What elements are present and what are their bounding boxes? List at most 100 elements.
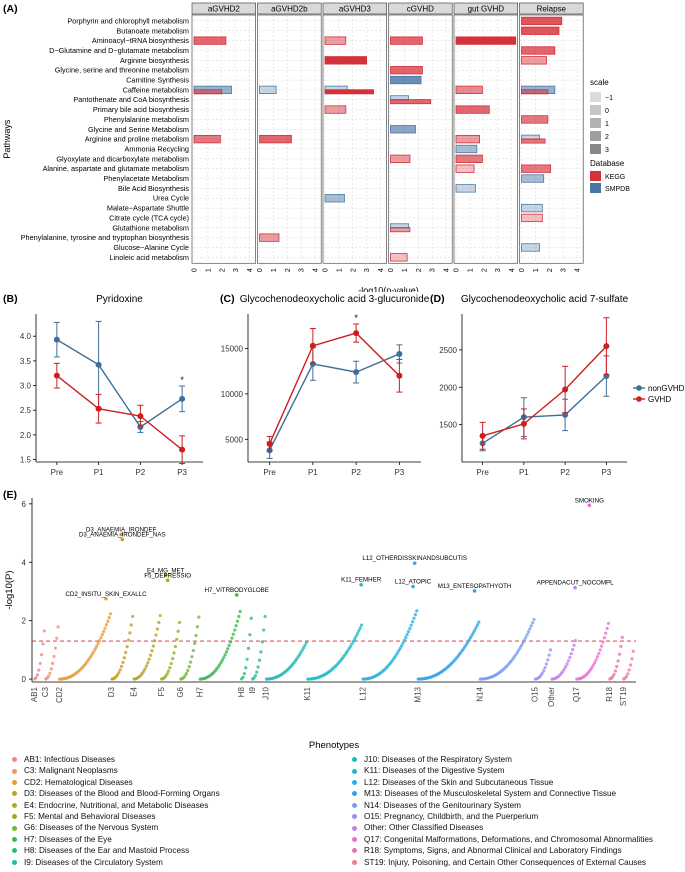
phenotype-point — [475, 623, 480, 627]
pathway-bar — [390, 227, 411, 233]
x-tick-label: C3 — [41, 686, 50, 697]
phenotype-point — [299, 650, 303, 655]
phenotype-point — [158, 613, 162, 618]
phenotype-point — [220, 658, 224, 662]
phenotype-point — [117, 671, 121, 675]
dot-icon — [352, 859, 357, 865]
legend-db-label: SMPDB — [605, 186, 630, 193]
phenotype-point — [591, 663, 595, 667]
phenotype-point — [351, 639, 355, 644]
highlight-label: H7_VITRBODYGLOBE — [205, 587, 269, 594]
phenotype-point — [595, 655, 600, 659]
highlight-point — [234, 593, 239, 597]
phenotype-point — [100, 633, 104, 637]
phenotype-point — [188, 660, 193, 664]
legend-db-label: KEGG — [605, 174, 625, 181]
phenotype-point — [627, 668, 631, 672]
dot-icon — [352, 779, 357, 785]
x-tick-label: CD2 — [55, 686, 64, 703]
phenotype-point — [304, 640, 309, 645]
dot-icon — [12, 859, 17, 865]
phenotype-point — [473, 628, 477, 632]
x-tick-label: 3 — [561, 268, 568, 272]
facet-strip — [453, 2, 519, 15]
pathway-bar — [455, 144, 478, 154]
pathway-bar — [521, 203, 543, 213]
pathway-bar — [193, 134, 221, 144]
phenotype-point — [519, 643, 524, 647]
phenotype-point — [593, 661, 597, 665]
dot-icon — [352, 768, 357, 774]
phenotype-point — [597, 651, 601, 656]
data-point — [562, 411, 569, 418]
data-point — [353, 369, 360, 376]
x-tick-label: J10 — [262, 686, 271, 699]
legend-label: J10: Diseases of the Respiratory System — [364, 755, 512, 764]
pathway-bar — [521, 56, 547, 65]
legend-item: H7: Diseases of the Eye — [6, 834, 220, 845]
phenotype-point — [223, 653, 227, 657]
y-tick-label: 2.5 — [20, 406, 32, 415]
phenotype-point — [186, 668, 190, 673]
legend-item: ST19: Injury, Poisoning, and Certain Oth… — [346, 857, 653, 868]
phenotype-point — [544, 662, 549, 666]
pathway-bar — [521, 138, 546, 144]
pathway-bar — [455, 134, 481, 144]
pathway-bar — [455, 164, 475, 173]
phenotype-point — [470, 633, 474, 637]
phenotype-point — [358, 626, 362, 630]
x-tick-label: 2 — [547, 268, 554, 272]
phenotype-point — [227, 643, 231, 647]
phenotype-point — [409, 623, 413, 627]
x-tick-label: 0 — [519, 268, 526, 272]
pathway-label: Glycine and Serine Metabolism — [88, 125, 189, 134]
dot-icon — [12, 757, 17, 763]
data-point — [53, 372, 60, 379]
phenotype-point — [129, 623, 133, 627]
pathway-label: Phenylalanine metabolism — [104, 115, 189, 124]
pathway-bar — [324, 36, 347, 45]
phenotype-point — [628, 663, 633, 667]
highlight-point — [472, 589, 477, 593]
x-tick-label: R18 — [605, 686, 614, 701]
series-line — [268, 353, 400, 451]
panel-title: Glycochenodeoxycholic acid 3-glucuronide — [240, 294, 430, 305]
x-tick-label: 4 — [247, 268, 254, 272]
phenotype-point — [249, 616, 253, 620]
phenotype-point — [143, 667, 147, 671]
highlight-point — [587, 503, 592, 508]
data-point — [137, 413, 144, 420]
phenotype-point — [173, 644, 177, 649]
pathway-label: Arginine and proline metabolism — [85, 135, 189, 144]
y-tick-label: 5000 — [225, 435, 243, 444]
x-tick-label: D3 — [107, 686, 116, 697]
phenotype-point — [177, 620, 182, 625]
phenotype-point — [91, 651, 95, 656]
y-tick-label: 2000 — [439, 383, 457, 392]
phenotype-point — [619, 644, 623, 648]
pathway-bar — [324, 56, 368, 65]
phenotype-point — [92, 649, 96, 653]
phenotype-point — [631, 649, 635, 653]
x-tick-label: Pre — [263, 468, 276, 477]
y-tick-label: 4 — [22, 558, 27, 567]
phenotype-point — [103, 626, 107, 630]
pathway-label: Glyoxylate and dicarboxylate metabolism — [56, 154, 189, 163]
phenotype-point — [237, 614, 241, 619]
dot-icon — [352, 836, 357, 842]
data-point — [479, 432, 486, 439]
x-tick-label: P3 — [601, 468, 611, 477]
highlight-label: D3_ANAEMIA_IRONDEF_NAS — [79, 531, 166, 538]
legend-label: K11: Diseases of the Digestive System — [364, 766, 505, 776]
phenotype-point — [415, 609, 419, 613]
dot-icon — [12, 791, 17, 797]
pathway-bar — [455, 36, 517, 45]
phenotype-point — [38, 661, 42, 666]
phenotype-point — [228, 640, 233, 644]
legend-scale-title: scale — [590, 78, 609, 87]
phenotype-point — [564, 664, 568, 669]
x-tick-label: 1 — [205, 268, 212, 272]
phenotype-point — [617, 652, 622, 656]
x-tick-label: AB1 — [30, 686, 39, 702]
phenotype-point — [354, 634, 358, 639]
